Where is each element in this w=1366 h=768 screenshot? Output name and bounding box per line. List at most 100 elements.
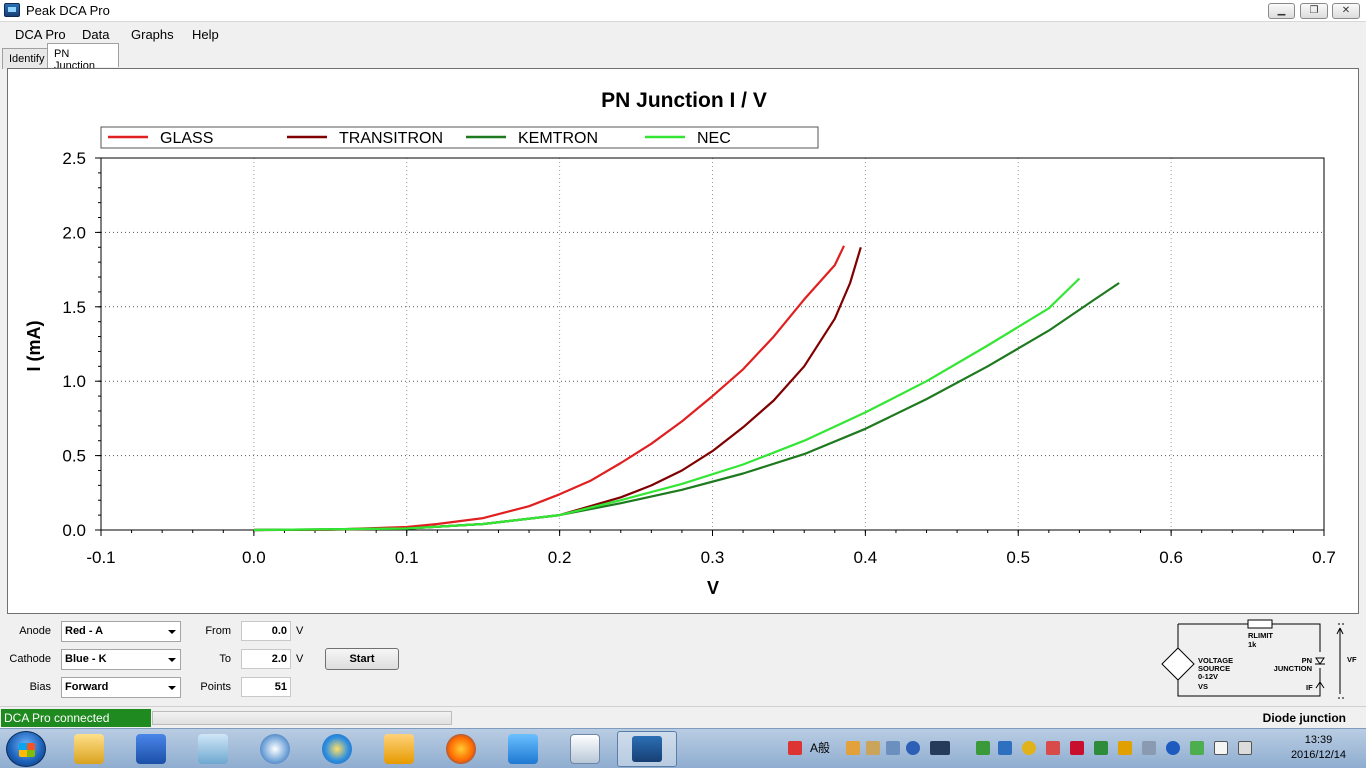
bias-select[interactable]: Forward — [61, 677, 181, 698]
cathode-label: Cathode — [9, 653, 51, 665]
caps-kana-icon[interactable] — [930, 741, 950, 755]
flag-icon[interactable] — [1214, 741, 1228, 755]
legend-label: KEMTRON — [518, 130, 598, 147]
graph-panel: PN Junction I / V -0.1 0.0 0.1 0.2 0.3 0.4 0.5… — [7, 68, 1359, 614]
series-line-kemtron — [253, 282, 1120, 532]
tray-check-icon[interactable] — [976, 741, 990, 755]
dca-pro-icon — [632, 736, 662, 762]
y-tick-labels: 0.0 0.5 1.0 1.5 2.0 2.5 — [62, 149, 86, 540]
tray-app-icon[interactable] — [846, 741, 860, 755]
from-input[interactable]: 0.0 — [241, 621, 291, 641]
firefox-icon[interactable] — [446, 734, 476, 764]
start-menu-button[interactable] — [6, 731, 46, 767]
measurement-type: Diode junction — [1262, 711, 1346, 725]
source-label-2: SOURCE — [1198, 664, 1230, 673]
rlimit-value: 1k — [1248, 640, 1257, 649]
tray-app-icon[interactable] — [1094, 741, 1108, 755]
tray-app-icon[interactable] — [1046, 741, 1060, 755]
app-icon — [4, 3, 20, 17]
x-tick-label: -0.1 — [86, 548, 115, 567]
y-tick-label: 1.5 — [62, 298, 86, 317]
help-icon[interactable] — [906, 741, 920, 755]
start-button[interactable]: Start — [325, 648, 399, 670]
anode-select[interactable]: Red - A — [61, 621, 181, 642]
tray-app-icon[interactable] — [1070, 741, 1084, 755]
chevron-down-icon — [168, 658, 176, 662]
menu-data[interactable]: Data — [82, 27, 110, 42]
from-label: From — [205, 625, 231, 637]
peak-dca-taskbar-button[interactable] — [617, 731, 677, 767]
legend-box — [100, 126, 819, 149]
status-bar: DCA Pro connected Diode junction — [0, 706, 1366, 728]
y-axis-label: I (mA) — [24, 321, 44, 372]
tray-alert-icon[interactable] — [788, 741, 802, 755]
x-tick-label: 0.2 — [548, 548, 572, 567]
menu-graphs[interactable]: Graphs — [131, 27, 174, 42]
ime-indicator[interactable]: A般 — [810, 741, 831, 755]
y-tick-label: 0.0 — [62, 521, 86, 540]
anode-select-value: Red - A — [65, 625, 104, 637]
bluetooth-icon[interactable] — [1166, 741, 1180, 755]
y-tick-label: 0.5 — [62, 447, 86, 466]
axis-ticks — [95, 157, 1325, 536]
x-tick-label: 0.4 — [854, 548, 878, 567]
x-tick-label: 0.3 — [701, 548, 725, 567]
x-tick-label: 0.5 — [1006, 548, 1030, 567]
menu-help[interactable]: Help — [192, 27, 219, 42]
network-signal-icon[interactable] — [1118, 741, 1132, 755]
y-tick-label: 2.5 — [62, 149, 86, 168]
clock-date: 2016/12/14 — [1290, 749, 1346, 761]
file-explorer-icon[interactable] — [74, 734, 104, 764]
wifi-icon[interactable] — [1190, 741, 1204, 755]
to-input[interactable]: 2.0 — [241, 649, 291, 669]
menu-dca-pro[interactable]: DCA Pro — [15, 27, 66, 42]
tray-app-icon[interactable] — [866, 741, 880, 755]
tab-strip: Identify PN Junction — [0, 43, 1366, 72]
junction-label-1: PN — [1302, 656, 1312, 665]
close-button[interactable]: ✕ — [1332, 3, 1360, 19]
progress-bar — [152, 711, 452, 725]
app-shortcut-icon[interactable] — [136, 734, 166, 764]
cathode-select[interactable]: Blue - K — [61, 649, 181, 670]
chevron-down-icon — [168, 630, 176, 634]
x-tick-label: 0.0 — [242, 548, 266, 567]
tab-pn-junction[interactable]: PN Junction — [47, 43, 119, 72]
connection-status: DCA Pro connected — [1, 709, 151, 727]
clock-time: 13:39 — [1304, 734, 1333, 746]
vf-label: VF — [1347, 655, 1357, 664]
document-app-icon[interactable] — [570, 734, 600, 764]
system-clock[interactable]: 13:39 2016/12/14 — [1291, 733, 1346, 763]
window-title: Peak DCA Pro — [26, 3, 110, 18]
tab-identify[interactable]: Identify — [2, 48, 48, 69]
legend-label: TRANSITRON — [339, 130, 443, 147]
outlook-icon[interactable] — [384, 734, 414, 764]
points-label: Points — [200, 681, 231, 693]
legend-label: GLASS — [160, 130, 213, 147]
taskbar: A般 13:39 2016/12/14 — [0, 728, 1366, 768]
x-tick-label: 0.1 — [395, 548, 419, 567]
internet-explorer-icon[interactable] — [322, 734, 352, 764]
media-app-icon[interactable] — [508, 734, 538, 764]
safari-icon[interactable] — [260, 734, 290, 764]
source-vs-label: VS — [1198, 682, 1208, 691]
source-label-3: 0-12V — [1198, 672, 1218, 681]
minimize-button[interactable]: ▁ — [1268, 3, 1295, 19]
safely-remove-icon[interactable] — [1238, 741, 1252, 755]
chevron-down-icon — [168, 686, 176, 690]
tray-app-icon[interactable] — [1142, 741, 1156, 755]
series-line-glass — [253, 245, 845, 532]
restore-button[interactable]: ❐ — [1300, 3, 1328, 19]
legend-label: NEC — [697, 130, 731, 147]
notepad-icon[interactable] — [198, 734, 228, 764]
tray-app-icon[interactable] — [886, 741, 900, 755]
tray-app-icon[interactable] — [1022, 741, 1036, 755]
x-tick-labels: -0.1 0.0 0.1 0.2 0.3 0.4 0.5 0.6 0.7 — [86, 548, 1335, 567]
series-line-nec — [253, 277, 1081, 532]
title-bar: Peak DCA Pro ▁ ❐ ✕ — [0, 0, 1366, 22]
y-tick-label: 1.0 — [62, 372, 86, 391]
cathode-select-value: Blue - K — [65, 653, 107, 665]
tray-app-icon[interactable] — [998, 741, 1012, 755]
points-input[interactable]: 51 — [241, 677, 291, 697]
circuit-diagram: RLIMIT 1k VOLTAGE SOURCE 0-12V VS PN JUN… — [1161, 619, 1357, 699]
